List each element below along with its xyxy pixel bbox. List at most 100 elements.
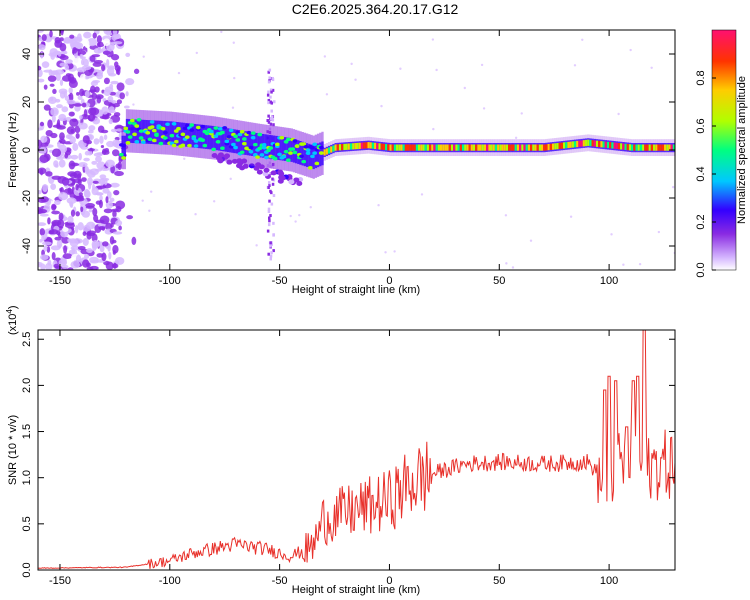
heatmap-cell [512,144,515,151]
heatmap-cell [39,154,50,164]
heatmap-cell [56,230,61,236]
heatmap-cell [581,38,584,41]
heatmap-cell [67,238,72,243]
heatmap-cell [77,162,88,168]
heatmap-cell [151,128,157,133]
heatmap-cell [148,209,151,212]
heatmap-cell [587,139,590,146]
heatmap-cell [171,121,175,146]
heatmap-cell [40,254,49,261]
heatmap-cell [123,105,130,109]
heatmap-cell [301,141,304,166]
heatmap-cell [230,142,236,147]
heatmap-cell [72,143,79,151]
heatmap-cell [114,65,121,72]
heatmap-cell [514,136,518,140]
heatmap-cell [573,64,577,67]
heatmap-cell [377,203,380,207]
heatmap-cell [105,196,109,204]
heatmap-cell [272,156,278,161]
heatmap-cell [198,124,201,149]
heatmap-cell [78,192,83,197]
heatmap-cell [648,144,651,151]
heatmap-cell [541,144,544,151]
heatmap-cell [69,239,79,247]
heatmap-cell [68,92,74,102]
heatmap-cell [193,139,199,143]
heatmap-cell [257,132,263,137]
heatmap-cell [269,116,273,120]
heatmap-cell [108,257,118,262]
heatmap-cell [111,99,117,104]
heatmap-cell [96,253,104,258]
heatmap-cell [286,137,289,162]
heatmap-cell [67,267,74,270]
heatmap-cell [176,122,179,146]
heatmap-cell [611,142,614,149]
heatmap-cell [84,39,90,49]
heatmap-cell [281,136,285,161]
heatmap-cell [635,144,638,151]
heatmap-cell [62,253,73,259]
heatmap-cell [569,141,572,148]
heatmap-cell [123,126,129,131]
heatmap-cell [380,143,383,150]
heatmap-cell [224,139,230,144]
heatmap-cell [269,214,272,218]
heatmap-cell [266,229,270,233]
heatmap-cell [240,130,243,155]
heatmap-cell [82,237,89,246]
heatmap-cell [292,139,298,143]
heatmap-cell [79,88,85,97]
heatmap-cell [562,142,566,149]
heatmap-cell [437,144,441,151]
heatmap-cell [132,119,135,144]
snr-series-line [38,330,675,569]
heatmap-cell [149,190,153,193]
heatmap-cell [294,144,300,149]
heatmap-cell [255,244,258,247]
heatmap-cell [134,119,137,144]
heatmap-cell [81,177,87,182]
spectrogram-x-tick-label: -100 [159,275,181,287]
heatmap-cell [115,128,123,132]
snr-multiplier: (x104) [5,305,19,335]
heatmap-cell [279,175,286,181]
heatmap-cell [330,146,333,153]
heatmap-cell [536,144,539,151]
heatmap-cell [106,58,110,68]
heatmap-cell [248,131,252,156]
heatmap-cell [101,106,109,115]
heatmap-cell [48,230,55,235]
heatmap-cell [43,245,48,252]
heatmap-cell [248,145,254,150]
heatmap-cell [62,227,69,232]
heatmap-cell [83,254,90,259]
heatmap-cell [121,143,127,148]
heatmap-cell [277,136,280,160]
heatmap-cell [270,242,273,246]
heatmap-cell [79,50,87,56]
heatmap-cell [267,90,270,94]
heatmap-cell [272,221,275,225]
heatmap-cell [173,139,179,144]
heatmap-cell [38,222,47,227]
heatmap-cell [672,144,675,151]
heatmap-cell [66,99,76,105]
heatmap-cell [69,136,76,144]
heatmap-cell [481,144,485,151]
heatmap-cell [116,82,125,92]
heatmap-cell [38,30,44,33]
heatmap-cell [312,142,318,147]
heatmap-cell [193,144,199,148]
colorbar-tick-label: 0.0 [695,262,707,277]
heatmap-cell [543,144,546,151]
heatmap-cell [97,223,106,227]
heatmap-cell [99,174,107,179]
heatmap-cell [281,154,287,159]
heatmap-cell [202,143,208,148]
heatmap-cell [140,140,146,144]
heatmap-cell [455,144,458,151]
heatmap-cell [86,266,94,270]
heatmap-cell [482,107,486,110]
